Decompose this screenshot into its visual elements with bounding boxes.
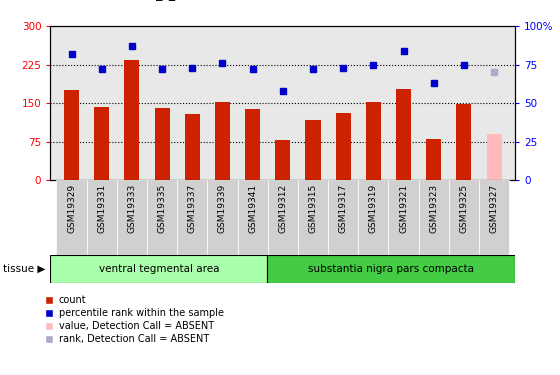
Bar — [117, 180, 147, 255]
Text: GSM19329: GSM19329 — [67, 184, 76, 233]
Text: GSM19323: GSM19323 — [429, 184, 438, 233]
Bar — [177, 180, 207, 255]
Bar — [426, 139, 441, 180]
Bar — [389, 180, 419, 255]
Text: GSM19331: GSM19331 — [97, 184, 106, 233]
Text: GSM19341: GSM19341 — [248, 184, 257, 233]
Text: GSM19325: GSM19325 — [459, 184, 468, 233]
Bar — [366, 102, 381, 180]
Bar — [124, 60, 139, 180]
Bar — [215, 102, 230, 180]
Text: substantia nigra pars compacta: substantia nigra pars compacta — [308, 264, 474, 274]
Text: GSM19321: GSM19321 — [399, 184, 408, 233]
Bar — [456, 104, 472, 180]
Bar — [276, 140, 290, 180]
Text: GSM19319: GSM19319 — [369, 184, 378, 233]
Text: ventral tegmental area: ventral tegmental area — [99, 264, 219, 274]
Text: GSM19315: GSM19315 — [309, 184, 318, 233]
Bar — [298, 180, 328, 255]
Bar — [479, 180, 509, 255]
Bar — [328, 180, 358, 255]
Text: GSM19317: GSM19317 — [339, 184, 348, 233]
Bar — [155, 108, 170, 180]
Bar — [419, 180, 449, 255]
Bar — [335, 113, 351, 180]
Text: GSM19335: GSM19335 — [157, 184, 166, 233]
Bar — [50, 255, 267, 283]
Bar — [185, 114, 200, 180]
Bar — [487, 134, 502, 180]
Text: GSM19327: GSM19327 — [489, 184, 498, 233]
Bar — [396, 89, 411, 180]
Text: GSM19339: GSM19339 — [218, 184, 227, 233]
Bar — [237, 180, 268, 255]
Bar — [268, 180, 298, 255]
Bar — [147, 180, 177, 255]
Bar — [87, 180, 117, 255]
Text: GSM19312: GSM19312 — [278, 184, 287, 233]
Bar — [358, 180, 389, 255]
Text: GSM19333: GSM19333 — [127, 184, 137, 233]
Legend: count, percentile rank within the sample, value, Detection Call = ABSENT, rank, : count, percentile rank within the sample… — [44, 296, 223, 344]
Bar — [267, 255, 515, 283]
Text: tissue ▶: tissue ▶ — [3, 264, 45, 274]
Text: GSM19337: GSM19337 — [188, 184, 197, 233]
Bar — [305, 120, 320, 180]
Bar — [64, 90, 79, 180]
Bar — [449, 180, 479, 255]
Bar — [94, 107, 109, 180]
Bar — [207, 180, 237, 255]
Bar — [57, 180, 87, 255]
Bar — [245, 109, 260, 180]
